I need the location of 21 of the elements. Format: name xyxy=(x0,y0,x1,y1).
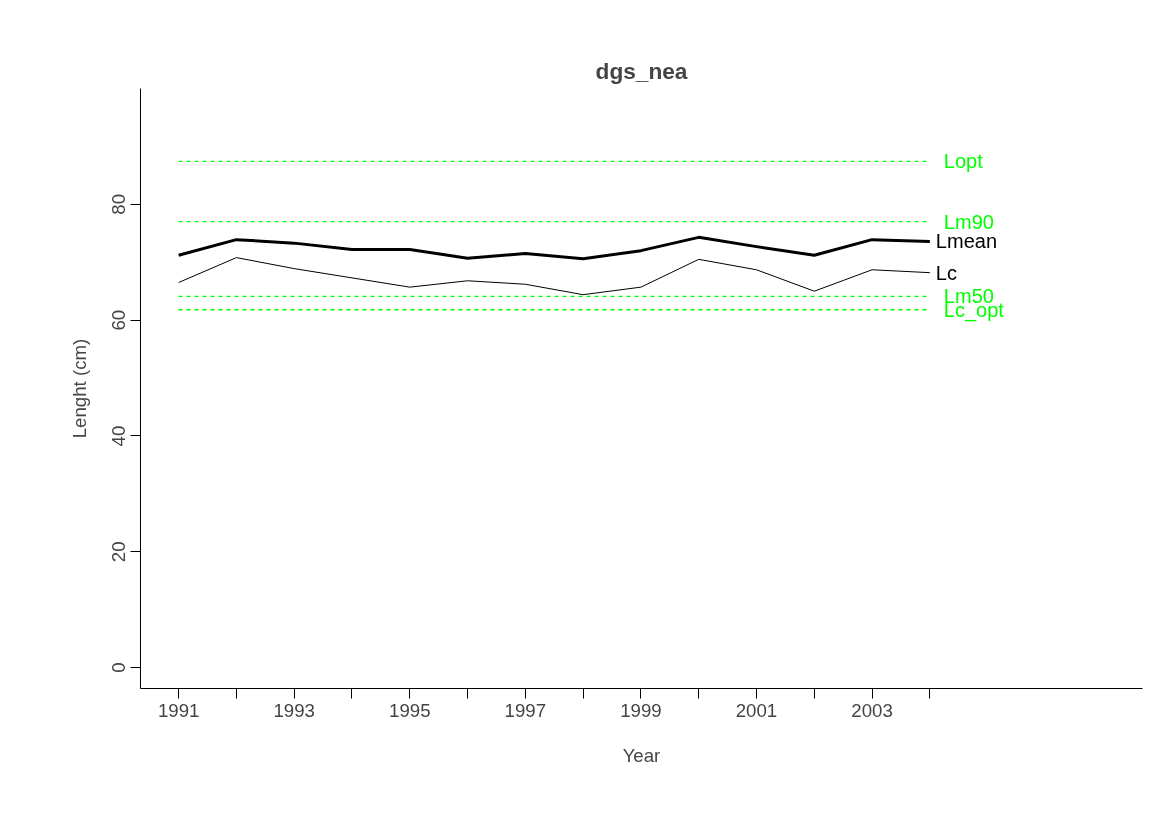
y-axis-title: Lenght (cm) xyxy=(68,338,90,439)
x-tick-label: 1991 xyxy=(157,699,200,721)
series-label: Lc xyxy=(935,261,957,284)
x-axis-title: Year xyxy=(622,744,661,766)
x-tick-label: 2001 xyxy=(735,699,778,721)
line-series xyxy=(177,235,932,261)
x-tick-label: 2003 xyxy=(851,699,893,721)
x-tick-label: 1999 xyxy=(620,699,662,721)
x-tick-label: 1995 xyxy=(389,699,431,721)
x-tick-label: 1997 xyxy=(504,699,547,721)
chart-title: dgs_nea xyxy=(595,57,688,84)
y-tick-label: 60 xyxy=(108,309,130,331)
series-label: Lmean xyxy=(935,230,998,253)
y-tick-label: 80 xyxy=(108,193,130,215)
y-tick-label: 0 xyxy=(108,662,130,673)
ref-line-label: Lopt xyxy=(943,150,984,173)
line-series xyxy=(178,257,931,296)
ref-line-label: Lm90 xyxy=(943,210,994,233)
x-tick-label: 1993 xyxy=(273,699,315,721)
y-tick-label: 40 xyxy=(108,425,130,447)
y-tick-label: 20 xyxy=(108,541,130,563)
